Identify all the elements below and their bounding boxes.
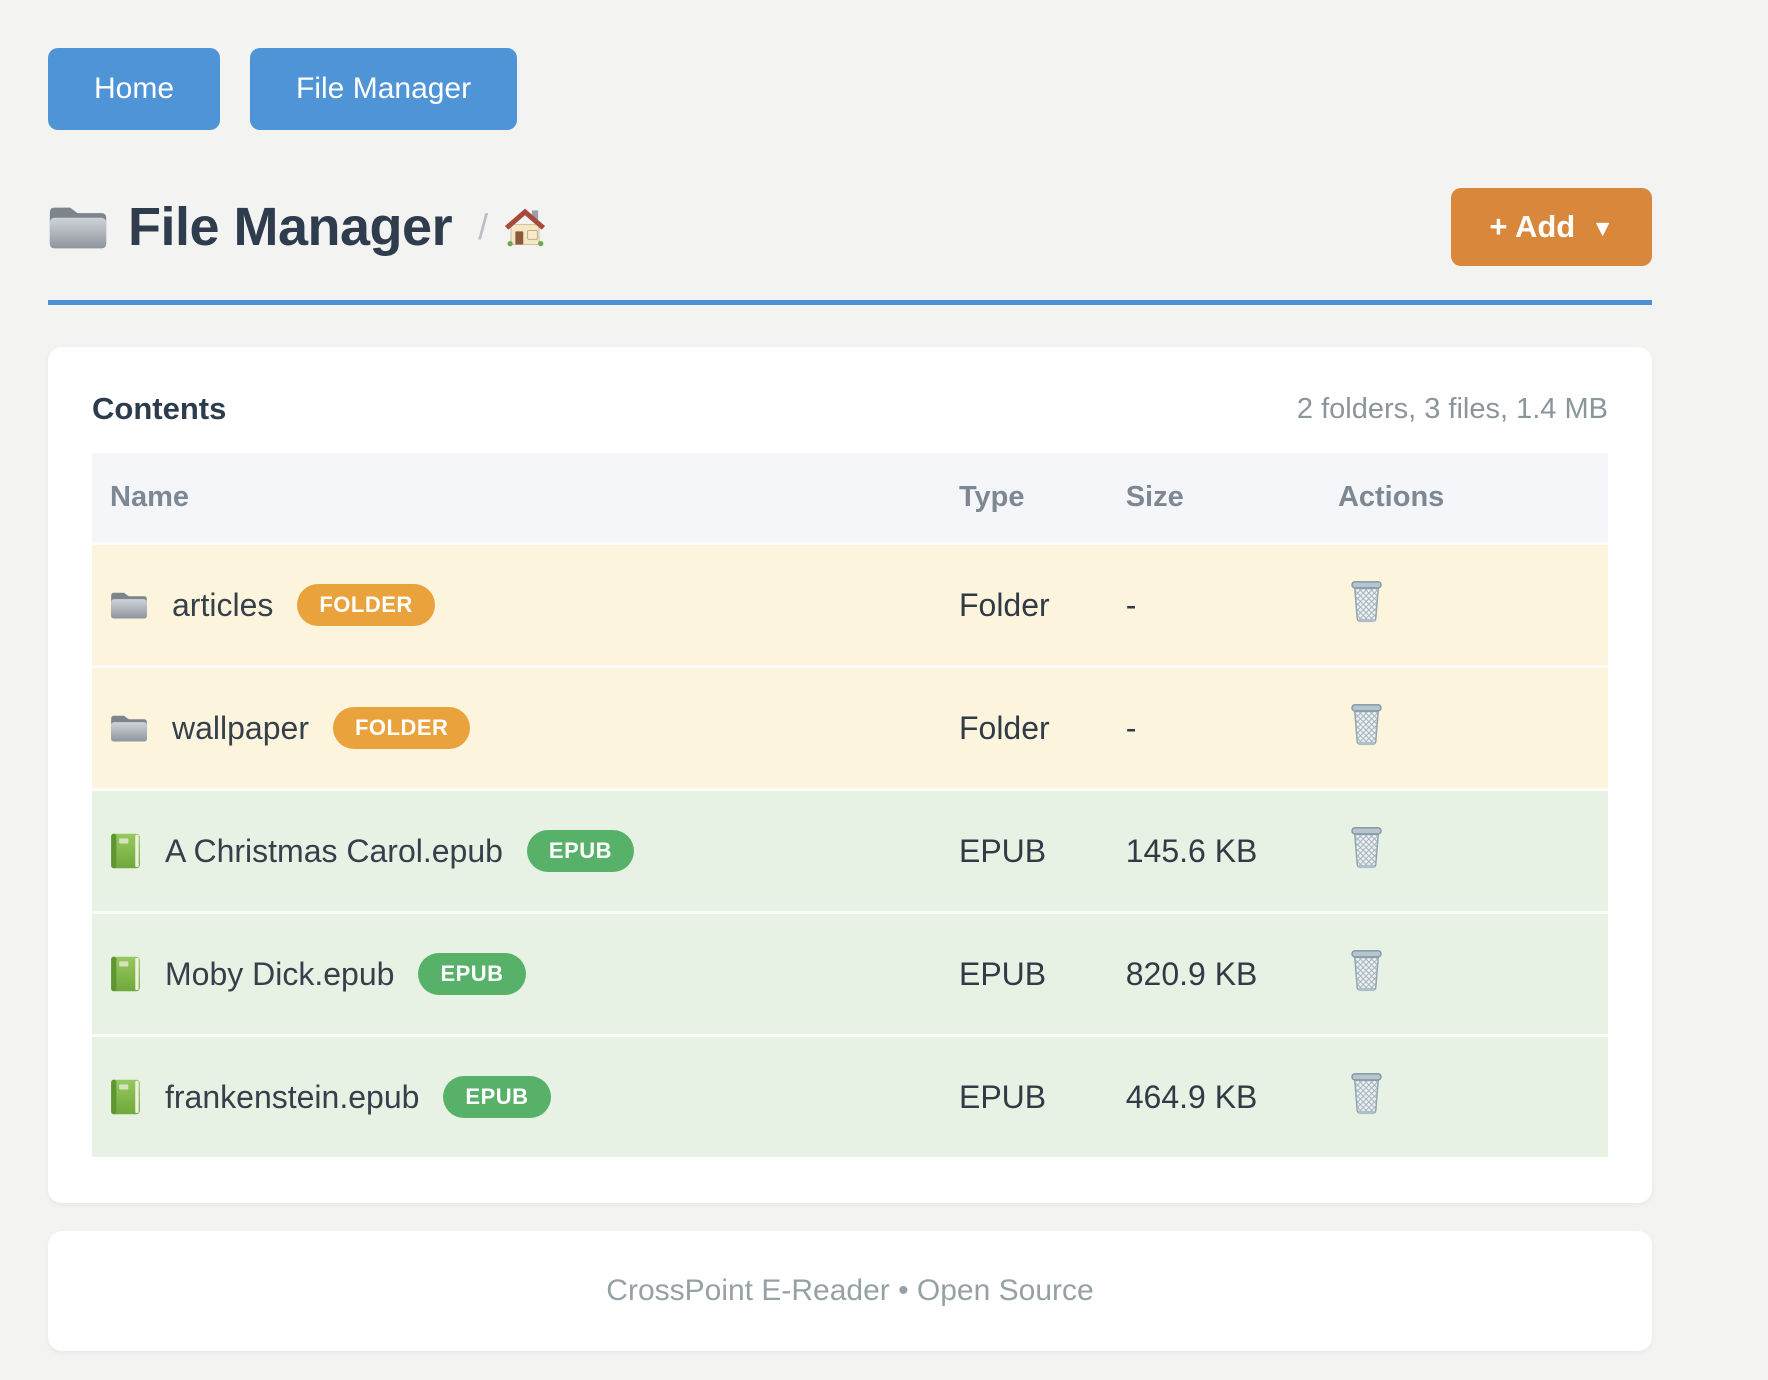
size-cell: 820.9 KB <box>1125 955 1258 992</box>
green-book-icon <box>110 1078 141 1116</box>
type-badge: FOLDER <box>332 707 471 749</box>
breadcrumb-separator: / <box>478 206 489 247</box>
page-header: File Manager / + Add ▼ <box>48 188 1652 266</box>
type-cell: EPUB <box>958 955 1047 992</box>
card-title: Contents <box>92 391 227 426</box>
file-name[interactable]: wallpaper <box>172 709 309 746</box>
name-cell: A Christmas Carol.epub EPUB <box>110 830 923 872</box>
footer: CrossPoint E-Reader • Open Source <box>48 1231 1652 1351</box>
file-table: Name Type Size Actions articles FOLDER F… <box>92 453 1608 1157</box>
type-badge: EPUB <box>526 830 635 872</box>
nav-home-button[interactable]: Home <box>48 48 221 130</box>
contents-card: Contents 2 folders, 3 files, 1.4 MB Name… <box>48 347 1652 1203</box>
delete-button[interactable] <box>1348 702 1385 749</box>
delete-button[interactable] <box>1348 1071 1385 1118</box>
type-cell: EPUB <box>958 832 1047 869</box>
title-divider <box>48 300 1652 305</box>
nav-file-manager-button[interactable]: File Manager <box>250 48 518 130</box>
breadcrumb: / <box>478 206 546 248</box>
footer-text: CrossPoint E-Reader • Open Source <box>606 1274 1094 1307</box>
name-cell: wallpaper FOLDER <box>110 707 923 749</box>
file-name[interactable]: Moby Dick.epub <box>165 955 395 992</box>
title-group: File Manager / <box>48 196 546 258</box>
column-header-name: Name <box>92 453 941 544</box>
add-button-label: + Add <box>1489 209 1576 244</box>
file-name[interactable]: A Christmas Carol.epub <box>165 832 503 869</box>
file-name[interactable]: frankenstein.epub <box>165 1078 420 1115</box>
table-row[interactable]: wallpaper FOLDER Folder - <box>92 666 1608 790</box>
column-header-size: Size <box>1107 453 1320 544</box>
size-cell: - <box>1125 709 1137 746</box>
trash-icon <box>1348 702 1385 749</box>
trash-icon <box>1348 579 1385 626</box>
delete-button[interactable] <box>1348 948 1385 995</box>
card-header: Contents 2 folders, 3 files, 1.4 MB <box>92 391 1608 427</box>
name-cell: frankenstein.epub EPUB <box>110 1076 923 1118</box>
name-cell: articles FOLDER <box>110 584 923 626</box>
type-cell: Folder <box>958 709 1050 746</box>
folder-icon <box>110 712 148 744</box>
trash-icon <box>1348 948 1385 995</box>
size-cell: - <box>1125 586 1137 623</box>
trash-icon <box>1348 1071 1385 1118</box>
top-nav: Home File Manager <box>48 48 1652 130</box>
contents-summary: 2 folders, 3 files, 1.4 MB <box>1296 392 1608 425</box>
name-cell: Moby Dick.epub EPUB <box>110 953 923 995</box>
page-container: Home File Manager File Manager / + Add ▼… <box>48 0 1652 1351</box>
table-row[interactable]: A Christmas Carol.epub EPUB EPUB 145.6 K… <box>92 789 1608 913</box>
type-cell: EPUB <box>958 1078 1047 1115</box>
table-header-row: Name Type Size Actions <box>92 453 1608 544</box>
delete-button[interactable] <box>1348 579 1385 626</box>
table-row[interactable]: Moby Dick.epub EPUB EPUB 820.9 KB <box>92 912 1608 1036</box>
folder-icon <box>48 201 108 253</box>
type-badge: EPUB <box>418 953 526 995</box>
column-header-type: Type <box>940 453 1108 544</box>
home-icon[interactable] <box>504 206 546 248</box>
folder-icon <box>110 589 148 621</box>
type-badge: FOLDER <box>297 584 435 626</box>
page-title: File Manager <box>128 197 453 257</box>
trash-icon <box>1348 825 1385 872</box>
green-book-icon <box>110 955 141 993</box>
delete-button[interactable] <box>1348 825 1385 872</box>
type-badge: EPUB <box>443 1076 551 1118</box>
table-row[interactable]: articles FOLDER Folder - <box>92 543 1608 667</box>
size-cell: 145.6 KB <box>1125 832 1258 869</box>
add-button[interactable]: + Add ▼ <box>1451 188 1652 266</box>
green-book-icon <box>110 832 141 870</box>
column-header-actions: Actions <box>1319 453 1608 544</box>
type-cell: Folder <box>958 586 1050 623</box>
table-row[interactable]: frankenstein.epub EPUB EPUB 464.9 KB <box>92 1035 1608 1157</box>
chevron-down-icon: ▼ <box>1591 214 1614 241</box>
size-cell: 464.9 KB <box>1125 1078 1258 1115</box>
file-name[interactable]: articles <box>172 586 274 623</box>
